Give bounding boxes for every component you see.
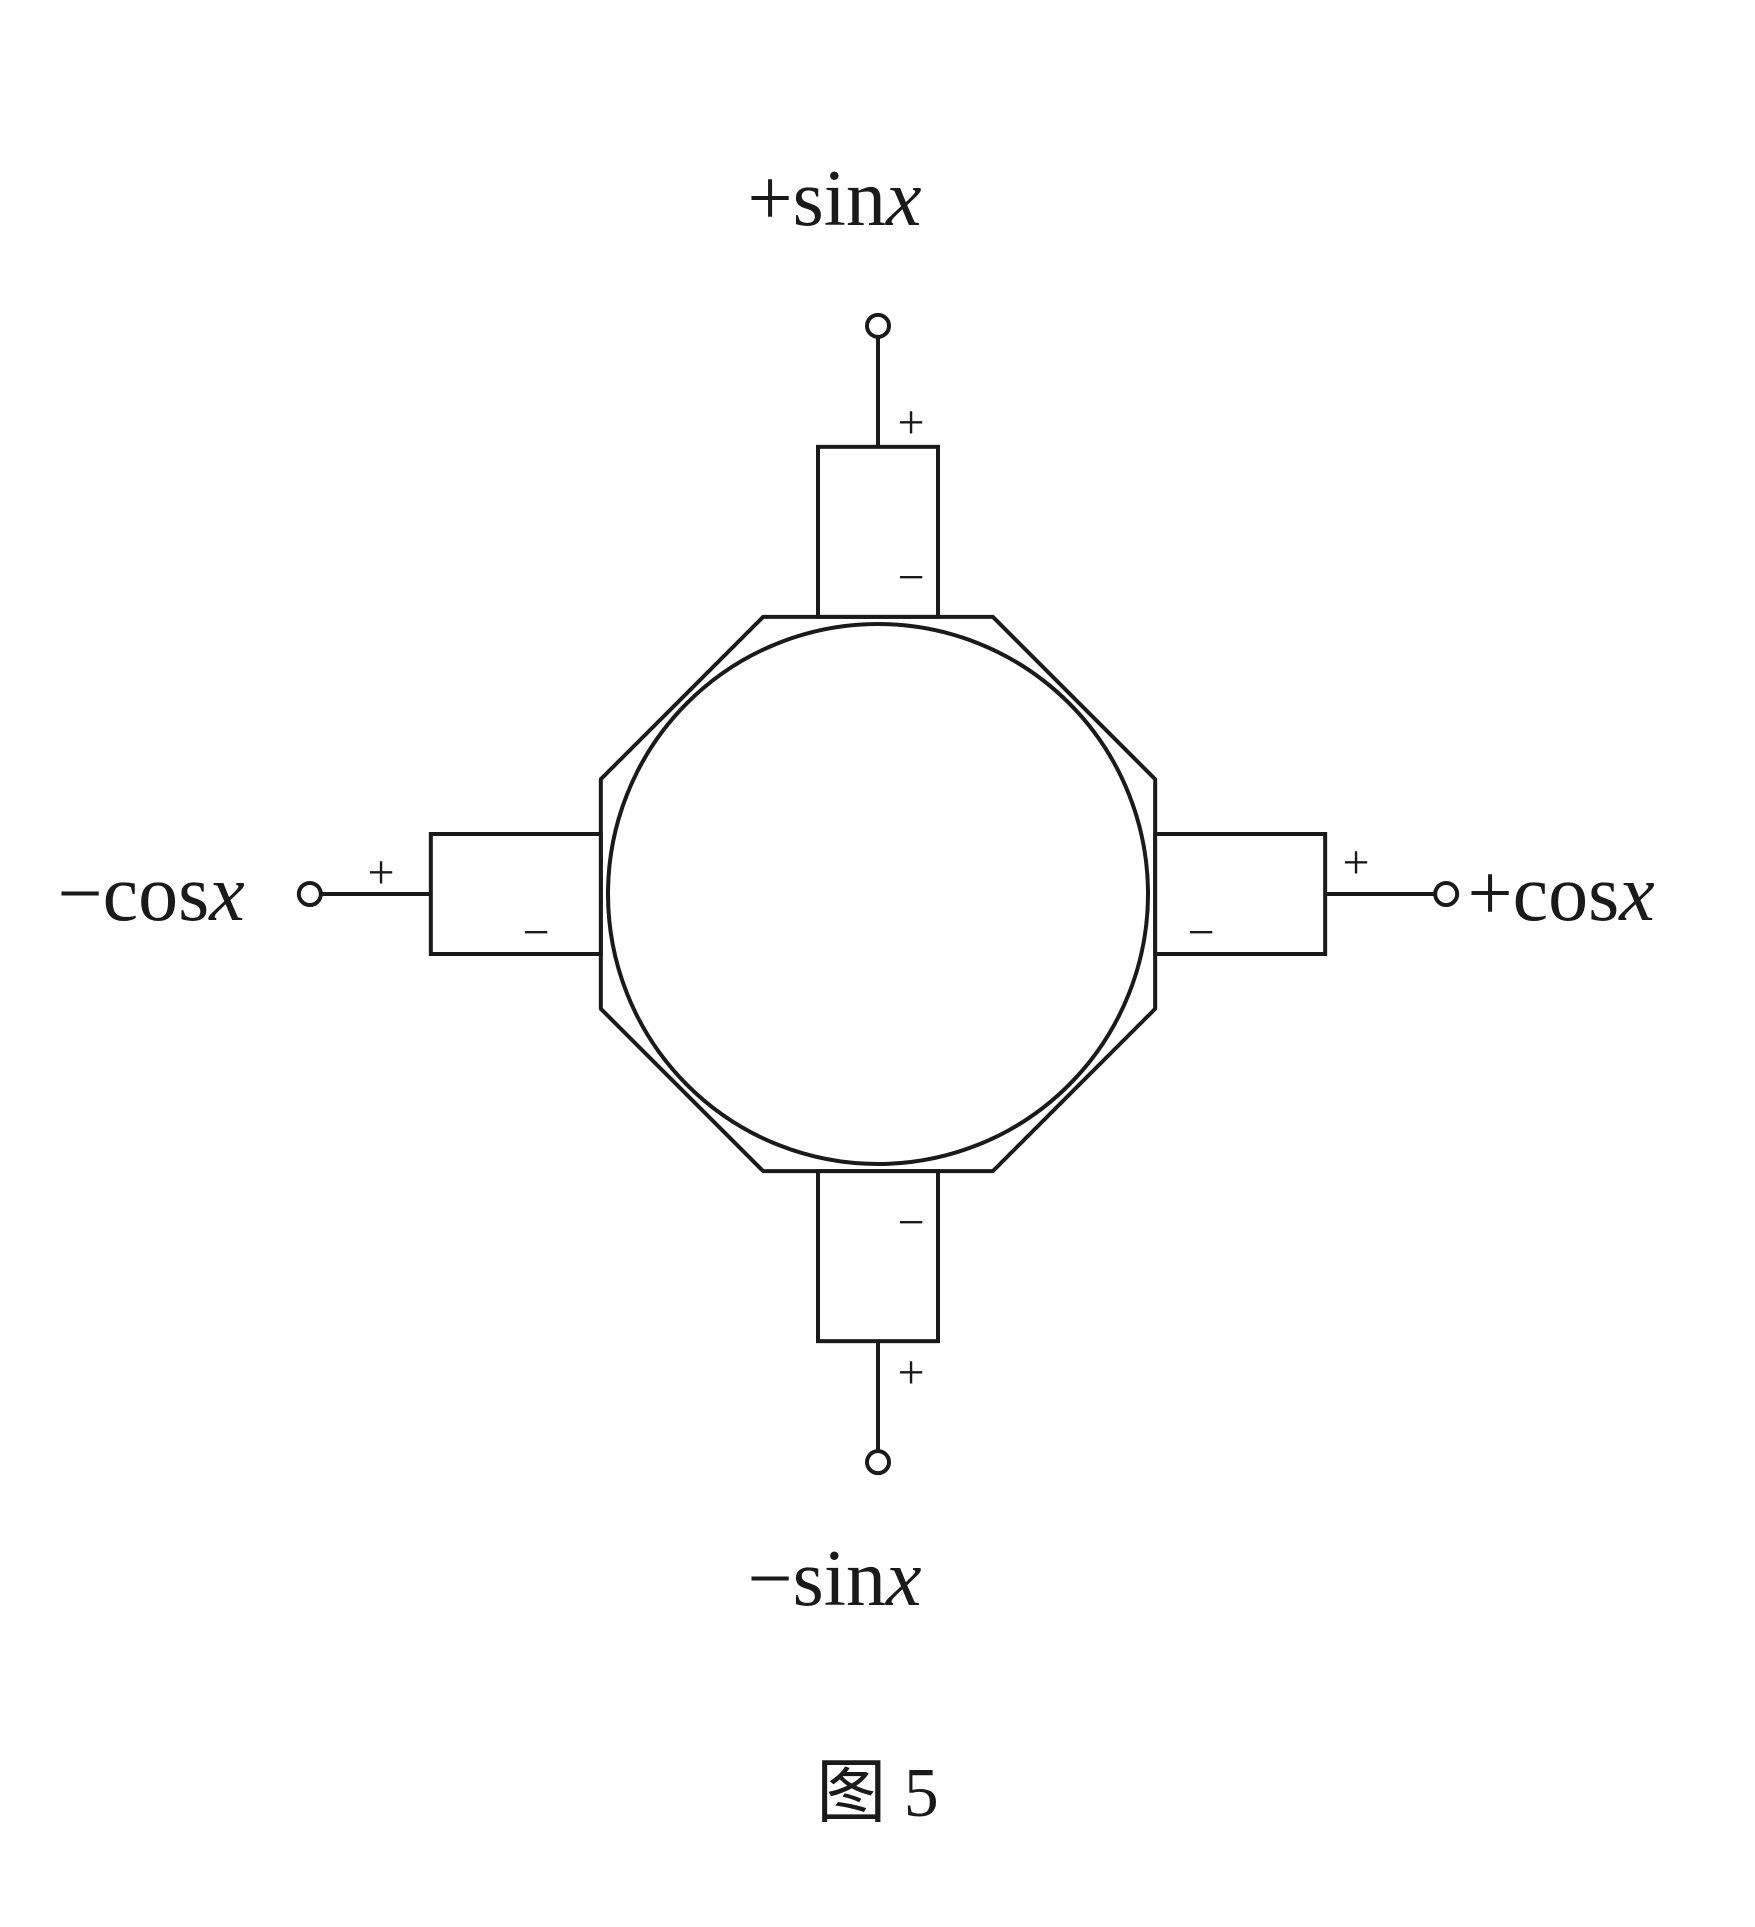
- label-bottom: −sinx: [748, 1534, 922, 1625]
- label-bottom-op: −: [748, 1535, 793, 1623]
- label-right-var: x: [1619, 850, 1655, 938]
- sign-right-minus: −: [1188, 909, 1215, 957]
- label-top: +sinx: [748, 154, 922, 245]
- label-left: −cosx: [58, 849, 245, 940]
- sign-top-minus: −: [898, 554, 925, 602]
- sign-right-plus: +: [1343, 839, 1370, 887]
- sign-bottom-minus: −: [898, 1199, 925, 1247]
- label-bottom-var: x: [886, 1535, 922, 1623]
- figure-caption: 图 5: [816, 1736, 939, 1837]
- label-left-var: x: [209, 850, 245, 938]
- label-left-func: cos: [103, 850, 210, 938]
- diagram-container: +sinx −sinx −cosx +cosx + − − + + − + −: [178, 194, 1578, 1594]
- sign-top-plus: +: [898, 399, 925, 447]
- label-top-func: sin: [793, 155, 886, 243]
- label-right-op: +: [1468, 850, 1513, 938]
- label-bottom-func: sin: [793, 1535, 886, 1623]
- label-right-func: cos: [1513, 850, 1620, 938]
- label-top-op: +: [748, 155, 793, 243]
- label-top-var: x: [886, 155, 922, 243]
- sign-bottom-plus: +: [898, 1349, 925, 1397]
- sign-left-minus: −: [523, 909, 550, 957]
- label-left-op: −: [58, 850, 103, 938]
- label-right: +cosx: [1468, 849, 1655, 940]
- sign-left-plus: +: [368, 849, 395, 897]
